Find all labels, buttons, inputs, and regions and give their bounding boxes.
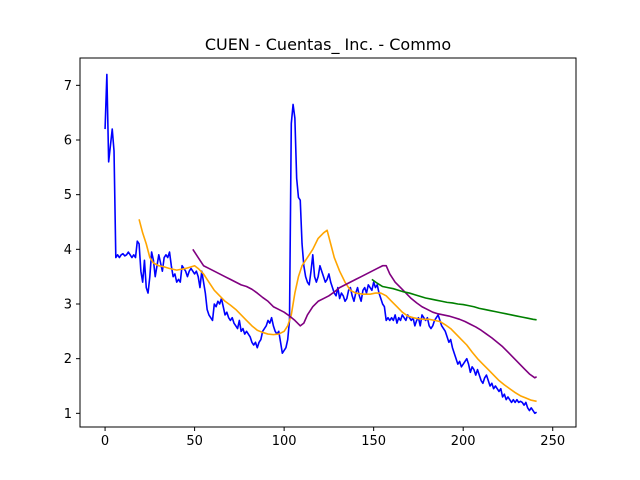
y-tick-label: 5: [64, 188, 72, 203]
y-tick-label: 3: [64, 298, 72, 313]
y-tick-label: 1: [64, 407, 72, 422]
x-tick-label: 0: [101, 434, 109, 449]
y-tick-label: 4: [64, 243, 72, 258]
series-line-0: [104, 73, 538, 415]
chart-title: CUEN - Cuentas_ Inc. - Commo: [205, 35, 451, 55]
y-tick-label: 7: [64, 79, 72, 94]
axes-background: [80, 58, 576, 427]
axes-frame: [79, 57, 577, 428]
y-tick-label: 2: [64, 352, 72, 367]
x-tick-label: 200: [451, 434, 476, 449]
series-layer: [104, 73, 538, 415]
series-line-1: [138, 219, 537, 403]
x-tick-label: 150: [361, 434, 386, 449]
x-axis: 0 50 100 150 200 250: [101, 427, 565, 449]
plot-area: [79, 57, 577, 428]
series-line-2: [192, 248, 538, 379]
y-tick-label: 6: [64, 134, 72, 149]
x-tick-label: 50: [186, 434, 203, 449]
x-tick-label: 100: [272, 434, 297, 449]
series-line-3: [371, 278, 537, 321]
x-tick-label: 250: [540, 434, 565, 449]
y-axis: 1 2 3 4 5 6 7: [64, 79, 80, 422]
